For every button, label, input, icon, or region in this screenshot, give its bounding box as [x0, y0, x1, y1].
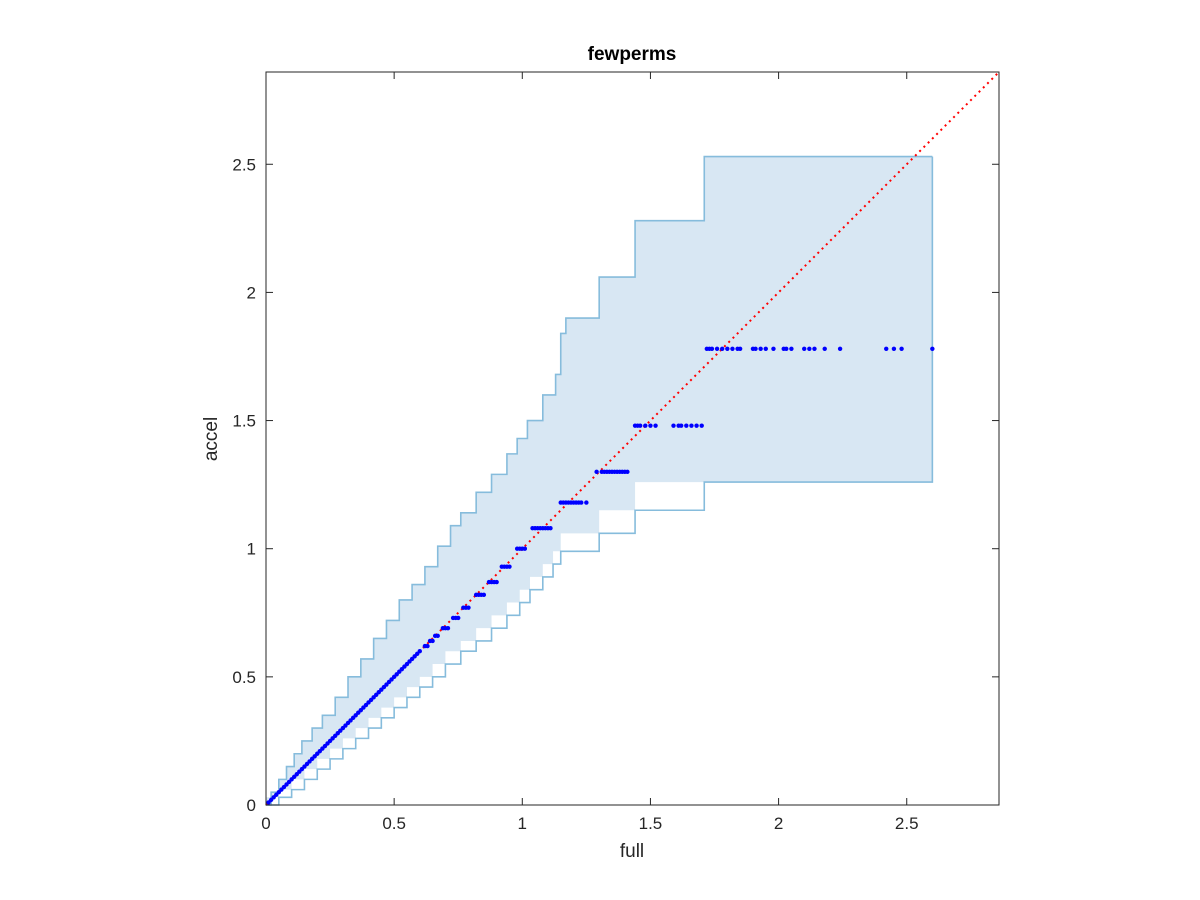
x-axis-label: full [620, 841, 644, 862]
data-point [445, 625, 451, 631]
x-tick-label: 1.5 [639, 814, 663, 833]
data-point [812, 346, 817, 351]
plot-area [265, 71, 1000, 806]
y-axis-ticks: 0 0.5 1 1.5 2 2.5 [232, 155, 999, 815]
y-tick-label: 2.5 [232, 155, 256, 174]
y-tick-label: 0 [247, 796, 256, 815]
data-point [753, 346, 758, 351]
data-point [678, 423, 684, 428]
data-point [837, 346, 843, 351]
data-point [891, 346, 897, 351]
data-point [425, 643, 430, 649]
y-tick-label: 0.5 [232, 668, 256, 687]
data-point [435, 633, 440, 639]
data-point [730, 346, 735, 351]
data-point [653, 423, 658, 428]
data-point [807, 346, 812, 351]
data-point [594, 469, 599, 475]
data-point [758, 346, 763, 351]
data-point [417, 649, 422, 654]
data-point [625, 469, 630, 475]
data-point [643, 423, 648, 428]
data-point [466, 605, 471, 610]
data-point [699, 423, 704, 428]
chart-title: fewperms [588, 44, 677, 65]
data-point [784, 346, 789, 351]
data-point [709, 346, 715, 351]
y-tick-label: 1.5 [232, 412, 256, 431]
y-tick-label: 1 [247, 540, 256, 559]
data-point [822, 346, 827, 351]
data-point [720, 346, 725, 351]
data-point [637, 423, 643, 428]
x-tick-label: 2.5 [895, 814, 919, 833]
data-point [522, 546, 528, 551]
data-point [481, 592, 487, 598]
data-point [648, 423, 653, 428]
data-point [789, 346, 794, 351]
data-point [456, 615, 461, 621]
data-point [899, 346, 904, 351]
band-lower-edge [266, 156, 934, 806]
x-tick-label: 2 [774, 814, 783, 833]
scatter-points [266, 346, 935, 805]
data-point [694, 423, 699, 428]
data-point [684, 423, 689, 428]
x-tick-label: 0.5 [382, 814, 406, 833]
data-point [507, 564, 512, 569]
data-point [884, 346, 889, 351]
data-point [802, 346, 807, 351]
x-tick-label: 0 [261, 814, 270, 833]
y-axis-label: accel [201, 417, 222, 461]
data-point [737, 346, 743, 351]
band-upper-edge [266, 155, 933, 806]
data-point [494, 579, 499, 585]
data-point [548, 526, 553, 531]
axes-box [265, 71, 1000, 806]
data-point [763, 346, 768, 351]
data-point [430, 638, 435, 644]
data-point [689, 423, 694, 428]
data-point [930, 346, 935, 351]
data-point [771, 346, 776, 351]
data-point [714, 346, 720, 351]
y-tick-label: 2 [247, 283, 256, 302]
data-point [671, 423, 676, 428]
data-point [725, 346, 730, 351]
data-point [579, 500, 584, 505]
x-axis-ticks: 0 0.5 1 1.5 2 2.5 [261, 72, 919, 833]
x-tick-label: 1 [518, 814, 527, 833]
data-point [584, 500, 589, 505]
